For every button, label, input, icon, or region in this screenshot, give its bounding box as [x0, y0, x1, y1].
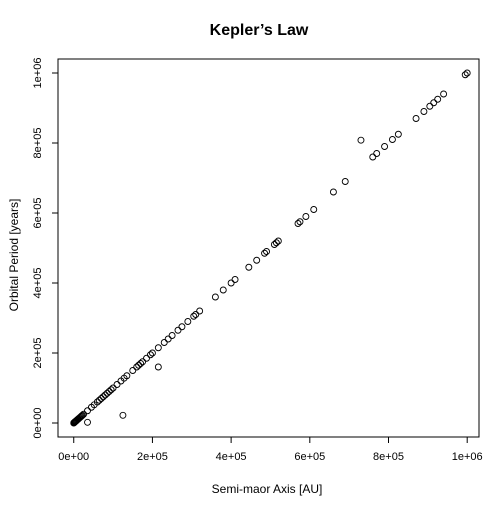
y-tick-label: 4e+05	[32, 268, 44, 299]
data-point	[463, 69, 471, 77]
data-point	[123, 372, 131, 380]
data-point	[148, 349, 156, 357]
data-point	[160, 339, 168, 346]
data-point	[440, 90, 448, 98]
plot-frame	[57, 58, 480, 438]
data-point	[80, 410, 88, 418]
data-point	[154, 344, 162, 352]
data-point	[420, 108, 428, 115]
data-point	[296, 218, 304, 226]
x-axis: 0e+00 2e+05 4e+05 6e+05 8e+05 1e+06	[58, 437, 483, 463]
data-point	[381, 143, 389, 150]
data-point	[190, 312, 198, 320]
y-tick-label: 1e+06	[32, 58, 44, 89]
data-point	[245, 263, 253, 271]
x-tick-label: 8e+05	[373, 451, 404, 463]
data-point	[174, 326, 182, 334]
data-point	[84, 407, 91, 415]
x-tick-label: 0e+00	[58, 451, 89, 463]
data-point	[147, 351, 154, 359]
data-point	[430, 99, 438, 107]
data-point	[184, 318, 192, 325]
data-point	[143, 354, 150, 362]
data-point	[388, 136, 396, 143]
data-point	[211, 293, 219, 301]
data-point	[461, 71, 469, 79]
data-point	[357, 136, 365, 144]
data-point	[394, 130, 402, 138]
data-point	[294, 220, 302, 227]
data-point	[109, 384, 117, 392]
data-point	[133, 363, 141, 371]
data-point	[227, 279, 235, 287]
y-axis-label: Orbital Period [years]	[7, 199, 21, 312]
data-points	[70, 69, 471, 427]
data-point	[164, 335, 172, 343]
data-point	[302, 213, 310, 220]
y-tick-label: 0e+00	[32, 408, 44, 439]
data-point	[329, 188, 337, 196]
data-point	[99, 393, 107, 401]
data-point	[78, 412, 86, 420]
data-point	[178, 323, 186, 331]
data-point	[113, 381, 121, 388]
y-tick-label: 8e+05	[32, 128, 44, 159]
y-tick-label: 2e+05	[32, 338, 44, 369]
data-point	[192, 311, 200, 318]
data-point	[369, 153, 377, 161]
data-point	[154, 363, 162, 371]
y-tick-label: 6e+05	[32, 198, 44, 229]
data-point	[270, 241, 278, 248]
data-point	[101, 391, 109, 399]
data-point	[103, 389, 111, 397]
data-point	[412, 115, 420, 122]
x-tick-label: 1e+06	[452, 451, 483, 463]
x-tick-label: 2e+05	[137, 451, 168, 463]
data-point	[341, 178, 349, 185]
data-point	[310, 206, 318, 213]
data-point	[97, 395, 105, 402]
data-point	[231, 276, 239, 283]
data-point	[261, 249, 269, 257]
data-point	[219, 286, 227, 294]
data-point	[129, 367, 137, 374]
data-point	[196, 307, 204, 315]
data-point	[78, 411, 86, 419]
data-point	[274, 237, 282, 245]
data-point	[137, 360, 145, 367]
x-tick-label: 4e+05	[216, 451, 247, 463]
data-point	[93, 398, 101, 406]
data-point	[263, 248, 270, 255]
data-point	[168, 332, 176, 339]
data-point	[434, 95, 442, 103]
data-point	[107, 386, 115, 394]
data-point	[119, 411, 127, 419]
data-point	[135, 361, 143, 369]
y-axis: 0e+00 2e+05 4e+05 6e+05 8e+05 1e+06	[32, 58, 58, 439]
data-point	[139, 358, 147, 366]
data-point	[253, 256, 261, 264]
data-point	[105, 388, 113, 395]
data-point	[272, 239, 280, 247]
data-point	[373, 150, 381, 157]
chart-title: Kepler’s Law	[210, 22, 309, 39]
x-tick-label: 6e+05	[294, 451, 325, 463]
data-point	[84, 418, 91, 426]
data-point	[95, 396, 103, 404]
data-point	[426, 102, 434, 110]
x-axis-label: Semi-maor Axis [AU]	[212, 482, 323, 496]
